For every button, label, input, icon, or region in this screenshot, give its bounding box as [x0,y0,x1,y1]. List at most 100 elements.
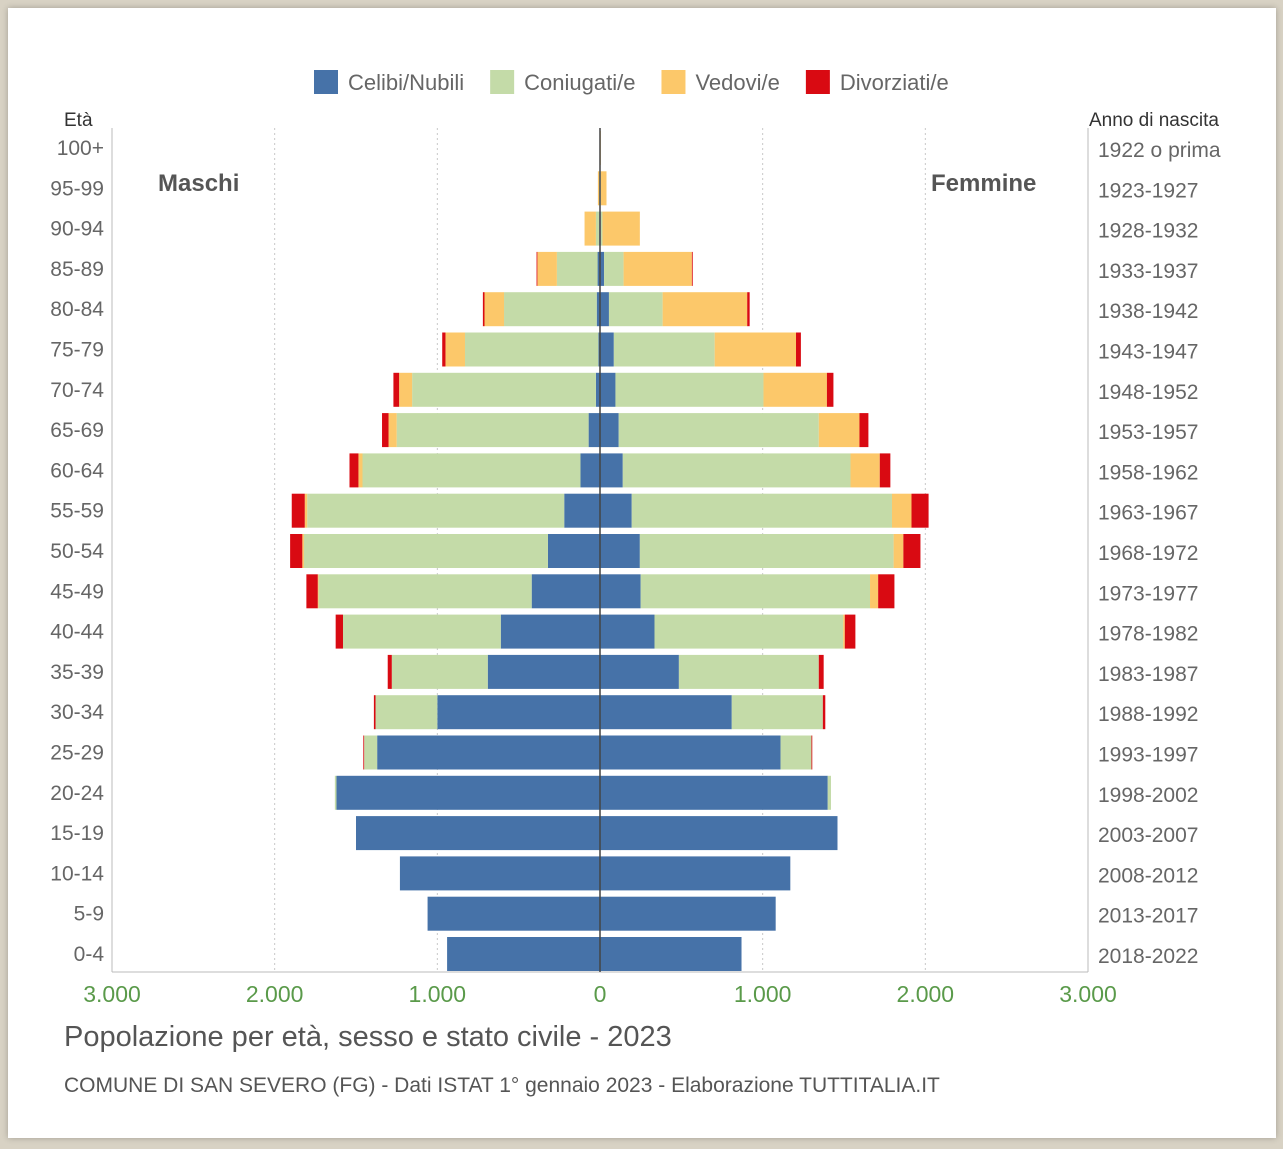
bar-female-1-13 [678,654,819,689]
bar-male-2-2 [584,211,596,246]
birth-year-label-0: 1922 o prima [1098,139,1221,162]
bar-female-1-3 [604,251,624,286]
birth-year-label-13: 1983-1987 [1098,663,1198,686]
bar-female-3-12 [844,614,856,649]
age-label-8: 60-64 [50,459,104,482]
bar-male-0-3 [597,251,600,286]
bar-female-0-17 [600,816,838,851]
male-side-label: Maschi [158,170,239,197]
legend-swatch-2 [661,70,686,94]
age-label-6: 70-74 [50,379,104,402]
bar-female-1-6 [615,372,764,407]
bar-male-0-9 [564,493,600,528]
x-tick-label-6: 3.000 [1059,981,1117,1007]
x-tick-label-2: 1.000 [409,981,467,1007]
legend-label-1: Coniugati/e [524,70,635,95]
legend-label-0: Celibi/Nubili [348,70,464,95]
bar-female-1-12 [654,614,844,649]
age-label-11: 45-49 [50,580,104,603]
bar-female-3-6 [826,372,834,407]
birth-year-label-18: 2008-2012 [1098,864,1198,887]
bar-male-0-17 [356,816,600,851]
bar-male-1-15 [364,735,378,770]
bar-female-1-7 [618,413,819,448]
bar-female-2-6 [763,372,827,407]
bar-male-2-1 [597,171,600,206]
legend-swatch-1 [490,70,515,94]
bar-male-3-3 [536,251,538,286]
bar-female-3-4 [747,292,750,327]
bars [290,131,929,971]
bar-female-1-10 [639,534,894,568]
bar-male-0-14 [437,695,600,730]
bar-female-3-14 [822,695,826,730]
chart-panel: Celibi/Nubili Coniugati/e Vedovi/e Divorzia… [8,8,1276,1138]
bar-female-0-12 [600,614,655,649]
bar-male-1-12 [342,614,501,649]
bar-male-1-13 [391,654,488,689]
legend: Celibi/Nubili Coniugati/e Vedovi/e Divorzia… [314,70,949,95]
birth-year-label-17: 2003-2007 [1098,824,1198,847]
population-pyramid-chart: Celibi/Nubili Coniugati/e Vedovi/e Divorzia… [50,70,1221,1007]
bar-male-0-8 [580,453,600,488]
bar-male-0-13 [487,654,600,689]
age-label-19: 5-9 [74,903,104,926]
birth-year-label-10: 1968-1972 [1098,542,1198,565]
age-label-15: 25-29 [50,742,104,765]
bar-female-1-2 [600,211,603,246]
bar-male-1-9 [307,493,565,528]
labels: 3.000 2.000 1.000 0 1.000 2.000 3.000 Età Anno d… [50,110,1221,1007]
x-tick-label-0: 3.000 [83,981,141,1007]
bar-female-0-3 [600,251,605,286]
bar-male-3-6 [393,372,400,407]
bar-male-0-18 [399,856,600,891]
bar-female-1-14 [731,695,823,730]
age-label-18: 10-14 [50,862,104,885]
bar-female-2-11 [870,574,879,609]
bar-female-3-9 [911,493,929,528]
bar-female-1-4 [608,292,663,327]
bar-female-1-15 [780,735,812,770]
bar-female-2-8 [850,453,880,488]
bar-female-0-4 [600,292,609,327]
birth-year-label-14: 1988-1992 [1098,703,1198,726]
bar-female-2-3 [623,251,692,286]
bar-male-3-10 [290,534,303,568]
bar-female-2-4 [662,292,748,327]
bar-male-0-19 [427,896,600,931]
x-tick-label-3: 0 [594,981,607,1007]
bar-female-1-16 [827,775,831,810]
birth-year-label-4: 1938-1942 [1098,300,1198,323]
age-axis-title: Età [64,110,93,131]
birth-year-label-19: 2013-2017 [1098,905,1198,928]
bar-female-1-5 [613,332,715,367]
bar-male-0-20 [447,937,600,971]
bar-male-3-7 [382,413,389,448]
bar-male-0-4 [596,292,600,327]
bar-female-0-16 [600,775,828,810]
birth-year-label-5: 1943-1947 [1098,341,1198,364]
bar-male-3-13 [387,654,392,689]
bar-female-3-15 [811,735,813,770]
legend-swatch-0 [314,70,338,94]
birth-year-label-8: 1958-1962 [1098,461,1198,484]
chart-source: COMUNE DI SAN SEVERO (FG) - Dati ISTAT 1… [64,1074,940,1097]
bar-female-2-12 [843,614,845,649]
bar-male-0-5 [598,332,600,367]
bar-female-3-13 [818,654,824,689]
bar-female-3-10 [903,534,921,568]
bar-female-3-3 [691,251,693,286]
age-label-5: 75-79 [50,339,104,362]
birth-year-label-12: 1978-1982 [1098,623,1198,646]
bar-female-0-7 [600,413,619,448]
bar-female-2-7 [818,413,860,448]
age-label-14: 30-34 [50,701,104,724]
birth-year-label-9: 1963-1967 [1098,502,1198,525]
bar-female-3-8 [879,453,891,488]
age-label-20: 0-4 [74,943,105,966]
bar-male-3-9 [291,493,305,528]
bar-female-0-5 [600,332,614,367]
birth-year-label-7: 1953-1957 [1098,421,1198,444]
age-label-2: 90-94 [50,218,104,241]
age-label-4: 80-84 [50,298,104,321]
